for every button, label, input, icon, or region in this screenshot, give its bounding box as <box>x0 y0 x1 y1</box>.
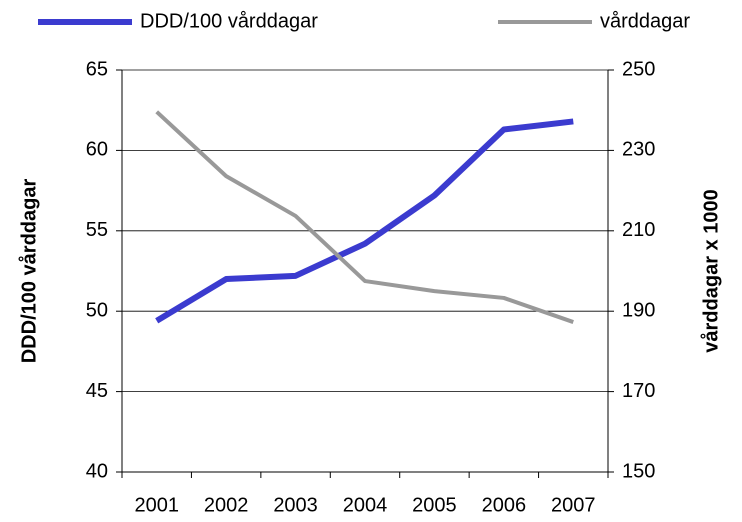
y2-tick-label: 210 <box>622 219 655 241</box>
y2-tick-label: 150 <box>622 460 655 482</box>
x-tick-label: 2006 <box>482 494 527 516</box>
x-tick-label: 2004 <box>343 494 388 516</box>
y-axis-title: DDD/100 vårddagar <box>17 179 40 364</box>
x-tick-label: 2002 <box>204 494 249 516</box>
series-line <box>155 110 574 324</box>
y2-axis-title: vårddagar x 1000 <box>699 189 722 352</box>
y-tick-label: 55 <box>86 219 108 241</box>
y2-tick-label: 230 <box>622 139 655 161</box>
series-line <box>155 118 574 324</box>
x-tick-label: 2001 <box>134 494 179 516</box>
y-tick-label: 45 <box>86 380 108 402</box>
x-tick-label: 2005 <box>412 494 457 516</box>
y-tick-label: 50 <box>86 299 108 321</box>
y2-tick-label: 170 <box>622 380 655 402</box>
legend-label: vårddagar <box>600 10 690 32</box>
y-tick-label: 40 <box>86 460 108 482</box>
legend-label: DDD/100 vårddagar <box>140 10 318 32</box>
y2-tick-label: 190 <box>622 299 655 321</box>
y-tick-label: 60 <box>86 139 108 161</box>
x-tick-label: 2003 <box>273 494 318 516</box>
x-tick-label: 2007 <box>551 494 596 516</box>
y-tick-label: 65 <box>86 58 108 80</box>
y2-tick-label: 250 <box>622 58 655 80</box>
